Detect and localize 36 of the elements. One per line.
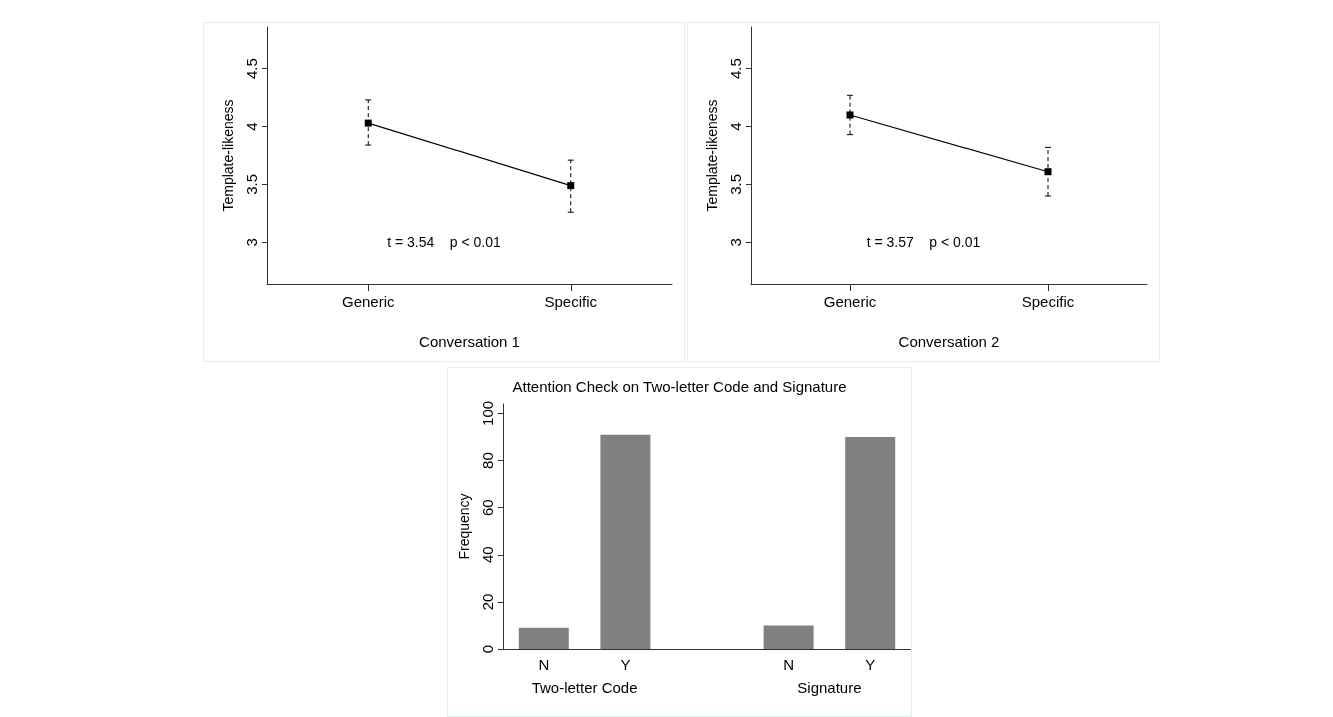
y-tick-label: 3.5	[727, 174, 744, 195]
text: Two-letter Code	[531, 679, 638, 696]
y-tick-label: 60	[479, 499, 496, 516]
y-axis-title: Template-likeness	[704, 99, 720, 212]
annotation: t = 3.54 p < 0.01	[387, 234, 502, 250]
x-axis-title: Conversation 2	[898, 333, 1000, 350]
chart-title: Attention Check on Two-letter Code and Signature	[512, 378, 847, 395]
annotation: t = 3.57 p < 0.01	[866, 234, 981, 250]
text: Signature	[797, 679, 862, 696]
y-tick-label: 3	[243, 238, 260, 247]
x-tick-label: Y	[865, 656, 876, 673]
bar	[600, 434, 651, 649]
y-tick-label: 0	[479, 644, 496, 654]
x-tick-label: Specific	[1021, 293, 1075, 310]
x-tick-label: Generic	[823, 293, 877, 310]
y-tick-label: 3.5	[243, 174, 260, 195]
y-tick-label: 3	[727, 238, 744, 247]
x-tick-label: N	[538, 656, 550, 673]
y-axis-title: Frequency	[456, 493, 472, 560]
x-axis-title: Conversation 1	[419, 333, 520, 350]
y-tick-label: 4	[243, 122, 260, 131]
x-tick-label: N	[783, 656, 795, 673]
y-tick-label: 80	[479, 452, 496, 469]
bar	[518, 627, 569, 649]
bar	[763, 625, 814, 649]
y-axis-title: Template-likeness	[220, 99, 236, 212]
y-tick-label: 100	[479, 400, 496, 426]
y-tick-label: 4.5	[243, 58, 260, 80]
y-tick-label: 4.5	[727, 58, 744, 80]
bar	[845, 436, 896, 649]
x-tick-label: Specific	[544, 293, 598, 310]
x-tick-label: Y	[620, 656, 631, 673]
y-tick-label: 4	[727, 122, 744, 131]
y-tick-label: 20	[479, 593, 496, 611]
x-tick-label: Generic	[341, 293, 396, 310]
y-tick-label: 40	[479, 546, 496, 564]
